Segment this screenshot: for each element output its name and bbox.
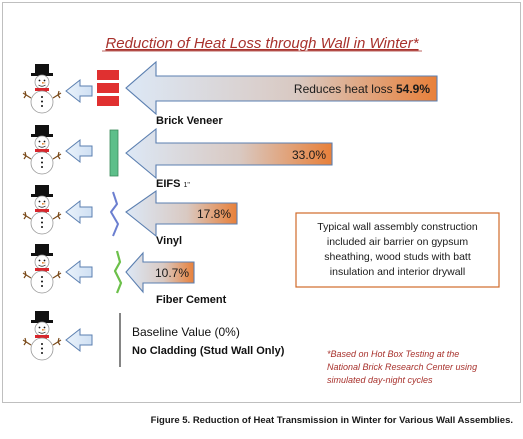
row-eifs: 33.0% EIFS 1" xyxy=(22,124,333,190)
eifs-wall-icon xyxy=(109,129,119,177)
heat-loss-arrow-vinyl xyxy=(125,189,238,238)
small-arrow-icon xyxy=(65,259,93,285)
row-baseline: Baseline Value (0%) No Cladding (Stud Wa… xyxy=(22,310,285,367)
wall-label-brick: Brick Veneer xyxy=(156,115,223,127)
note-line: sheathing, wood studs with batt xyxy=(324,251,471,263)
small-arrow-icon xyxy=(65,78,93,104)
note-line: Typical wall assembly construction xyxy=(317,221,478,233)
heat-loss-value-eifs: 33.0% xyxy=(292,148,326,162)
heat-loss-value-fiber-cement: 10.7% xyxy=(155,266,189,280)
vinyl-wall-icon xyxy=(110,191,119,237)
footnote-line: simulated day-night cycles xyxy=(327,375,433,385)
small-arrow-icon xyxy=(65,199,93,225)
wall-label-vinyl: Vinyl xyxy=(156,235,182,247)
figure-title: Reduction of Heat Loss through Wall in W… xyxy=(105,35,419,52)
assembly-note: Typical wall assembly construction inclu… xyxy=(295,212,500,288)
heat-loss-arrow-brick xyxy=(125,60,438,116)
note-line: included air barrier on gypsum xyxy=(327,236,468,248)
figure-caption: Figure 5. Reduction of Heat Transmission… xyxy=(151,415,513,426)
row-fiber-cement: 10.7% Fiber Cement xyxy=(22,243,227,306)
wall-label-eifs: EIFS 1" xyxy=(156,178,190,190)
note-line: insulation and interior drywall xyxy=(330,266,465,278)
row-vinyl: 17.8% Vinyl xyxy=(22,184,238,247)
small-arrow-icon xyxy=(65,327,93,353)
heat-loss-arrow-eifs xyxy=(125,127,333,180)
brick-wall-icon xyxy=(97,70,119,106)
row-brick-veneer: Reduces heat loss 54.9% Brick Veneer xyxy=(22,60,438,127)
wall-label-baseline: No Cladding (Stud Wall Only) xyxy=(132,345,285,357)
footnote-line: National Brick Research Center using xyxy=(327,362,477,372)
assembly-note-box xyxy=(295,212,500,288)
heat-loss-value-brick: Reduces heat loss 54.9% xyxy=(294,82,430,96)
wall-label-fiber-cement: Fiber Cement xyxy=(156,294,227,306)
heat-loss-value-vinyl: 17.8% xyxy=(197,207,231,221)
heat-loss-arrow-fiber-cement xyxy=(125,251,195,294)
footnote-line: *Based on Hot Box Testing at the xyxy=(327,349,459,359)
baseline-value-label: Baseline Value (0%) xyxy=(132,325,240,339)
fiber-cement-wall-icon xyxy=(113,250,123,294)
small-arrow-icon xyxy=(65,138,93,164)
footnote: *Based on Hot Box Testing at the Nationa… xyxy=(327,349,477,385)
